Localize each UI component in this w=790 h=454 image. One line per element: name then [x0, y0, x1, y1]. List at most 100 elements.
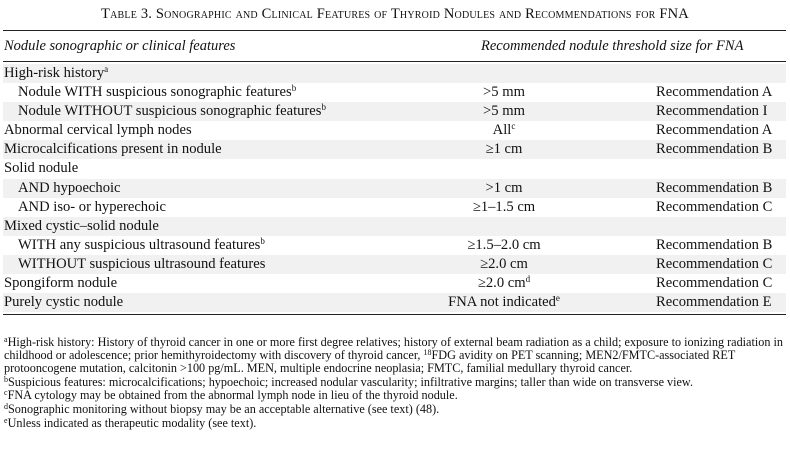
- footnote-mark: c: [4, 388, 8, 398]
- feature-text: Nodule WITHOUT suspicious sonographic fe…: [18, 103, 322, 120]
- footnote-mark: b: [260, 235, 265, 246]
- header-rule: [3, 61, 786, 62]
- recommendation-cell: Recommendation B: [656, 179, 773, 196]
- recommendation-cell: Recommendation I: [656, 103, 768, 120]
- feature-text: AND hypoechoic: [18, 179, 121, 196]
- threshold-cell: ≥2.0 cm: [404, 255, 604, 274]
- feature-text: Spongiform nodule: [4, 275, 118, 292]
- table-row: WITH any suspicious ultrasound featuresb…: [3, 236, 786, 255]
- top-rule: [3, 30, 786, 32]
- footnote-mark: b: [291, 83, 297, 94]
- table-row: AND iso- or hyperechoic ≥1–1.5 cm Recommen…: [3, 198, 786, 217]
- feature-cell: WITH any suspicious ultrasound featuresb: [18, 236, 265, 255]
- recommendation-cell: Recommendation A: [656, 84, 773, 101]
- footnote-text: High-risk history: History of thyroid ca…: [4, 335, 783, 363]
- feature-text: Abnormal cervical lymph nodes: [4, 122, 192, 139]
- threshold-cell: ≥2.0 cmd: [404, 274, 604, 293]
- feature-text: WITHOUT suspicious ultrasound features: [18, 255, 266, 272]
- feature-cell: Nodule WITHOUT suspicious sonographic fe…: [18, 102, 326, 121]
- footnote: dSonographic monitoring without biopsy m…: [4, 401, 786, 416]
- feature-text: Solid nodule: [4, 160, 79, 177]
- table-row: WITHOUT suspicious ultrasound features ≥2…: [3, 254, 786, 275]
- column-header-feature: Nodule sonographic or clinical features: [4, 38, 236, 54]
- footnote-text: Unless indicated as therapeutic modality…: [7, 415, 257, 430]
- footnote-text: Suspicious features: microcalcifications…: [8, 374, 693, 389]
- footnote-mark: d: [4, 401, 8, 411]
- feature-cell: AND hypoechoic: [18, 179, 121, 198]
- feature-text: WITH any suspicious ultrasound features: [18, 236, 261, 253]
- threshold-cell: >1 cm: [404, 179, 604, 198]
- feature-text: Nodule WITH suspicious sonographic featu…: [18, 84, 292, 101]
- feature-text: High-risk history: [4, 65, 105, 81]
- threshold-cell: ≥1 cm: [404, 140, 604, 159]
- superscript: 18: [423, 348, 432, 358]
- threshold-text: FNA not indicated: [448, 294, 556, 311]
- table-body: High-risk historya Nodule WITH suspicious…: [3, 64, 786, 313]
- feature-cell: Mixed cystic–solid nodule: [4, 217, 159, 236]
- table-row: Purely cystic nodule FNA not indicatede Re…: [3, 293, 786, 313]
- table-row: Abnormal cervical lymph nodes Allc Recomme…: [3, 121, 786, 140]
- feature-cell: AND iso- or hyperechoic: [18, 198, 166, 217]
- recommendation-cell: Recommendation E: [656, 294, 772, 311]
- table-title: Table 3. Sonographic and Clinical Featur…: [101, 6, 689, 22]
- recommendation-cell: Recommendation B: [656, 141, 773, 158]
- footnote-mark: b: [4, 374, 8, 384]
- threshold-cell: >5 mm: [404, 83, 604, 102]
- threshold-text: ≥1–1.5 cm: [472, 198, 536, 215]
- table-row: Microcalcifications present in nodule ≥1 …: [3, 140, 786, 160]
- footnote-text: FDG avidity on PET scanning; MEN2/FMTC-a…: [4, 348, 736, 376]
- table-row: Mixed cystic–solid nodule: [3, 216, 786, 236]
- threshold-text: ≥2.0 cm: [480, 255, 528, 272]
- recommendation-cell: Recommendation B: [656, 236, 773, 253]
- threshold-text: >5 mm: [483, 103, 525, 120]
- table-row: Nodule WITHOUT suspicious sonographic fe…: [3, 102, 786, 122]
- feature-text: AND iso- or hyperechoic: [18, 198, 166, 215]
- recommendation-cell: Recommendation C: [656, 198, 773, 215]
- feature-cell: Nodule WITH suspicious sonographic featu…: [18, 83, 296, 102]
- recommendation-cell: Recommendation C: [656, 275, 773, 292]
- feature-cell: WITHOUT suspicious ultrasound features: [18, 255, 265, 274]
- threshold-text: ≥2.0 cm: [477, 275, 526, 292]
- column-header-threshold: Recommended nodule threshold size for FN…: [481, 38, 744, 54]
- threshold-text: ≥1 cm: [485, 141, 523, 158]
- footnote-text: Sonographic monitoring without biopsy ma…: [8, 401, 440, 416]
- footnotes: aHigh-risk history: History of thyroid c…: [4, 335, 786, 430]
- footnote-mark: d: [525, 274, 531, 285]
- threshold-text: All: [492, 122, 512, 139]
- footnote-mark: c: [511, 121, 516, 132]
- footnote: aHigh-risk history: History of thyroid c…: [4, 335, 786, 376]
- feature-cell: Spongiform nodule: [4, 274, 117, 293]
- feature-cell: High-risk historya: [4, 64, 108, 83]
- table-row: Spongiform nodule ≥2.0 cmd Recommendation …: [3, 274, 786, 293]
- feature-text: Purely cystic nodule: [4, 294, 124, 311]
- threshold-cell: Allc: [404, 121, 604, 140]
- feature-cell: Purely cystic nodule: [4, 293, 123, 312]
- table-row: Nodule WITH suspicious sonographic featu…: [3, 83, 786, 102]
- footnote-mark: e: [4, 415, 8, 425]
- feature-cell: Abnormal cervical lymph nodes: [4, 121, 192, 140]
- bottom-rule: [3, 314, 786, 315]
- footnote-text: FNA cytology may be obtained from the ab…: [7, 388, 458, 403]
- threshold-cell: FNA not indicatede: [404, 293, 604, 312]
- footnote-mark: b: [321, 102, 326, 113]
- footnote: eUnless indicated as therapeutic modalit…: [4, 415, 786, 430]
- recommendation-cell: Recommendation A: [656, 122, 773, 139]
- threshold-text: >1 cm: [485, 179, 523, 196]
- feature-text: Microcalcifications present in nodule: [4, 141, 222, 158]
- table-row: AND hypoechoic >1 cm Recommendation B: [3, 178, 786, 198]
- footnote-mark: a: [104, 64, 109, 74]
- threshold-text: >5 mm: [483, 84, 525, 101]
- footnote: bSuspicious features: microcalcification…: [4, 374, 786, 389]
- footnote: cFNA cytology may be obtained from the a…: [4, 389, 786, 402]
- footnote-mark: e: [555, 293, 560, 304]
- feature-cell: Solid nodule: [4, 159, 78, 178]
- threshold-cell: ≥1–1.5 cm: [404, 198, 604, 217]
- feature-text: Mixed cystic–solid nodule: [4, 217, 159, 234]
- recommendation-cell: Recommendation C: [656, 255, 773, 272]
- table-row: Solid nodule: [3, 159, 786, 178]
- threshold-cell: ≥1.5–2.0 cm: [404, 236, 604, 255]
- table-row: High-risk historya: [3, 64, 786, 84]
- feature-cell: Microcalcifications present in nodule: [4, 140, 222, 159]
- footnote-mark: a: [4, 335, 8, 344]
